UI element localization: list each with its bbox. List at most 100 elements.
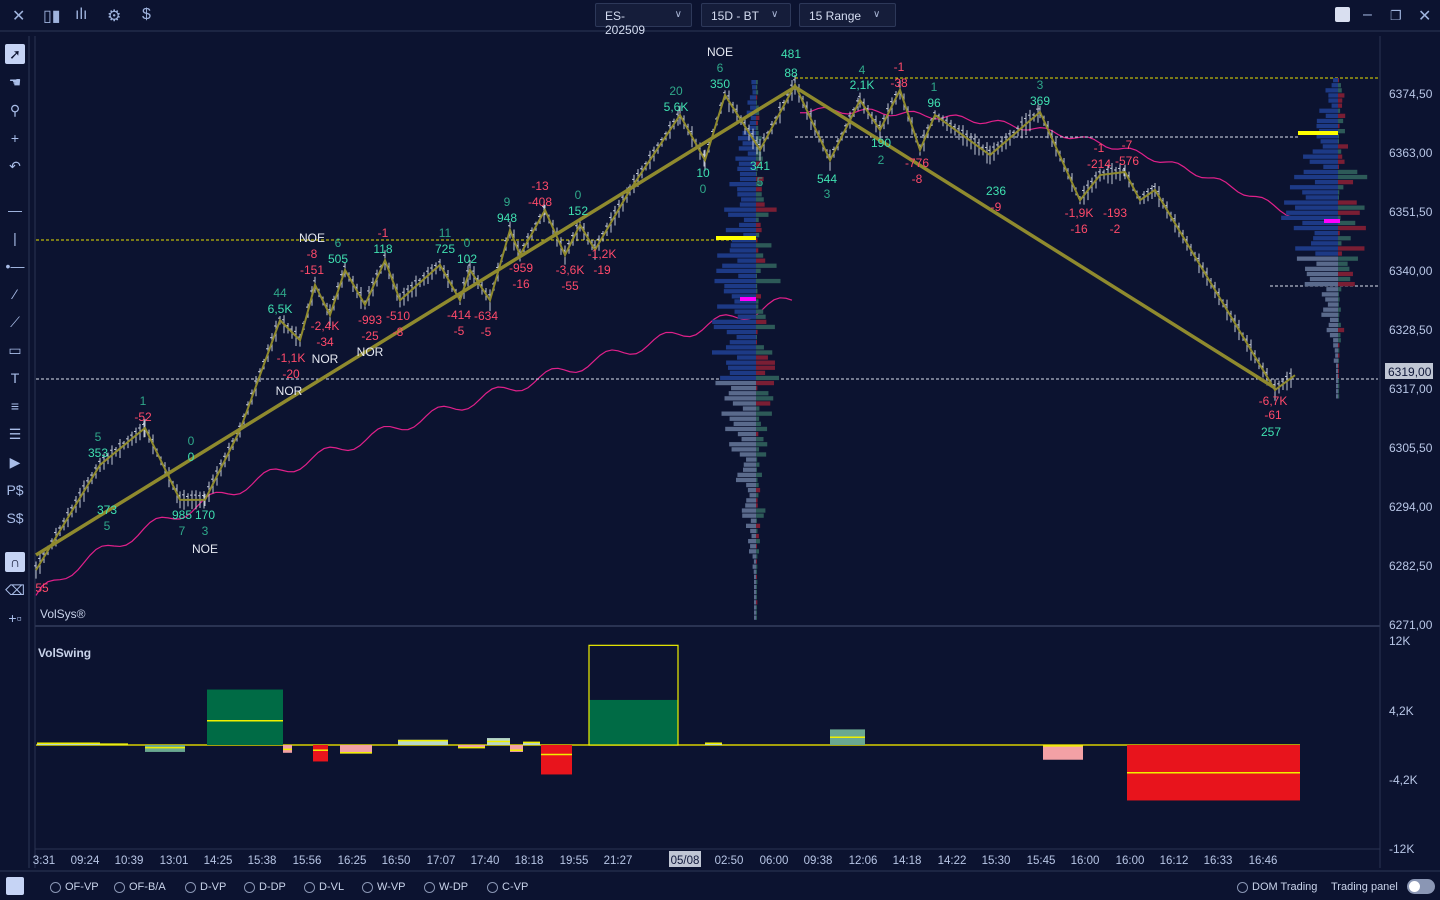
volume-bars-icon[interactable]: ılı [75,6,88,23]
range-dropdown[interactable]: 15 Range ∨ [799,3,896,27]
profile-bid-bar [726,360,756,365]
profile-bid-bar [1312,149,1338,154]
profile-bid-bar [1315,251,1338,256]
hand-tool-icon[interactable]: ☚ [8,74,22,90]
profile-ask-bar [1338,190,1340,195]
rectangle-tool-icon[interactable]: ▭ [8,342,22,358]
monitor-icon[interactable] [6,877,24,895]
option-label: D-VL [319,881,345,893]
layout-icon[interactable] [1335,7,1350,22]
profile-bid-bar [724,396,756,401]
channel-tool-icon[interactable]: ⟋ [10,314,20,330]
candles-icon[interactable]: ▯▮ [43,8,61,25]
profile-bid-bar [742,467,756,472]
period-dropdown[interactable]: 15D - BT ∨ [701,3,791,27]
profile-bid-bar [747,151,756,156]
magnet-curve-tool-icon[interactable]: ↶ [9,158,21,174]
profile-bid-bar [754,579,756,585]
time-tick: 15:45 [1027,855,1056,867]
close-icon[interactable]: ✕ [12,8,26,25]
option-c-vp[interactable]: C-VP [487,881,528,893]
swing-delta-label: -193 [1103,206,1127,220]
profile-ask-bar [1338,394,1340,399]
profile-ask-bar [756,426,768,432]
profile-ask-bar [1338,220,1356,226]
minimize-icon[interactable]: – [1363,6,1372,23]
magnet-tool-icon[interactable]: ∩ [5,552,25,572]
symbol-dropdown[interactable]: ES-202509 ∨ [595,3,692,37]
profile-ask-bar [756,345,764,350]
profile-ask-bar [1338,149,1342,154]
profile-bid-bar [729,182,756,187]
time-tick: 09:24 [71,855,100,867]
profile-bid-bar [1334,348,1338,353]
time-tick: 15:30 [982,855,1011,867]
session-dollar-tool-icon[interactable]: S$ [6,510,24,526]
profile-bid-bar [754,584,756,590]
restore-icon[interactable]: ❐ [1390,8,1402,23]
lines-tool-icon[interactable]: ☰ [8,426,22,442]
symbol-value: ES-202509 [605,9,646,37]
option-w-vp[interactable]: W-VP [362,881,406,893]
trading-panel-toggle[interactable] [1407,879,1435,894]
profile-bid-bar [742,406,756,411]
profile-ask-bar [756,284,758,289]
volume-profile-tool-icon[interactable]: ▶ [9,454,21,470]
option-w-dp[interactable]: W-DP [424,881,468,893]
window-close-icon[interactable]: ✕ [1418,8,1432,25]
horizontal-line-tool-icon[interactable]: — [8,202,22,218]
option-of-ba[interactable]: OF-B/A [114,881,166,893]
swing-tag-label: NOE [707,45,733,59]
profile-ask-bar [1338,205,1365,210]
profile-ask-bar [756,488,761,493]
profile-bid-bar [737,187,756,192]
swing-delta-label: -19 [593,263,611,277]
profile-ask-bar [756,482,759,488]
fib-levels-tool-icon[interactable]: ≡ [10,398,20,414]
profile-ask-bar [1338,93,1345,98]
option-of-vp[interactable]: OF-VP [50,881,99,893]
price-dollar-tool-icon[interactable]: P$ [6,482,24,498]
swing-delta-label: 3 [202,524,209,538]
swing-delta-label: 481 [781,47,801,61]
option-d-vp[interactable]: D-VP [185,881,226,893]
option-d-vl[interactable]: D-VL [304,881,344,893]
profile-bid-bar [721,411,756,416]
profile-ask-bar [1338,215,1341,220]
crosshair-tool-icon[interactable]: + [10,130,20,146]
profile-ask-bar [756,370,766,375]
dom-trading-option[interactable]: DOM Trading [1237,881,1317,893]
profile-ask-bar [1338,123,1340,129]
profile-ask-bar [1338,276,1351,282]
swing-delta-label: 544 [817,172,837,186]
profile-ask-bar [1338,195,1339,200]
profile-bid-bar [1313,236,1338,241]
add-object-tool-icon[interactable]: +▫ [8,610,22,626]
gear-icon[interactable]: ⚙ [107,8,122,25]
radio-icon [362,881,373,893]
zoom-tool-icon[interactable]: ⚲ [9,102,21,118]
vertical-line-tool-icon[interactable]: | [13,230,17,246]
profile-bid-bar [742,513,756,518]
swing-delta-label: 4 [859,63,866,77]
profile-bid-bar [725,227,756,233]
eraser-tool-icon[interactable]: ⌫ [5,582,25,598]
trend-line-tool-icon[interactable]: ⁄ [13,286,17,302]
profile-bid-bar [739,171,756,177]
option-d-dp[interactable]: D-DP [244,881,286,893]
text-tool-icon[interactable]: T [10,370,20,386]
swing-delta-label: -1 [378,226,389,240]
profile-ask-bar [756,584,757,590]
volswing-outline [588,644,679,746]
time-tick: 09:38 [804,855,833,867]
swing-delta-label: 2,1K [850,78,875,92]
profile-bid-bar [1321,312,1338,317]
dollar-icon[interactable]: $ [142,6,151,23]
profile-ask-bar [756,355,768,360]
swing-delta-label: -2,4K [311,319,340,333]
profile-ask-bar [756,243,772,248]
ray-tool-icon[interactable]: •— [5,258,25,274]
volswing-bar [398,739,448,745]
cursor-tool-icon[interactable]: ➚ [5,44,25,64]
